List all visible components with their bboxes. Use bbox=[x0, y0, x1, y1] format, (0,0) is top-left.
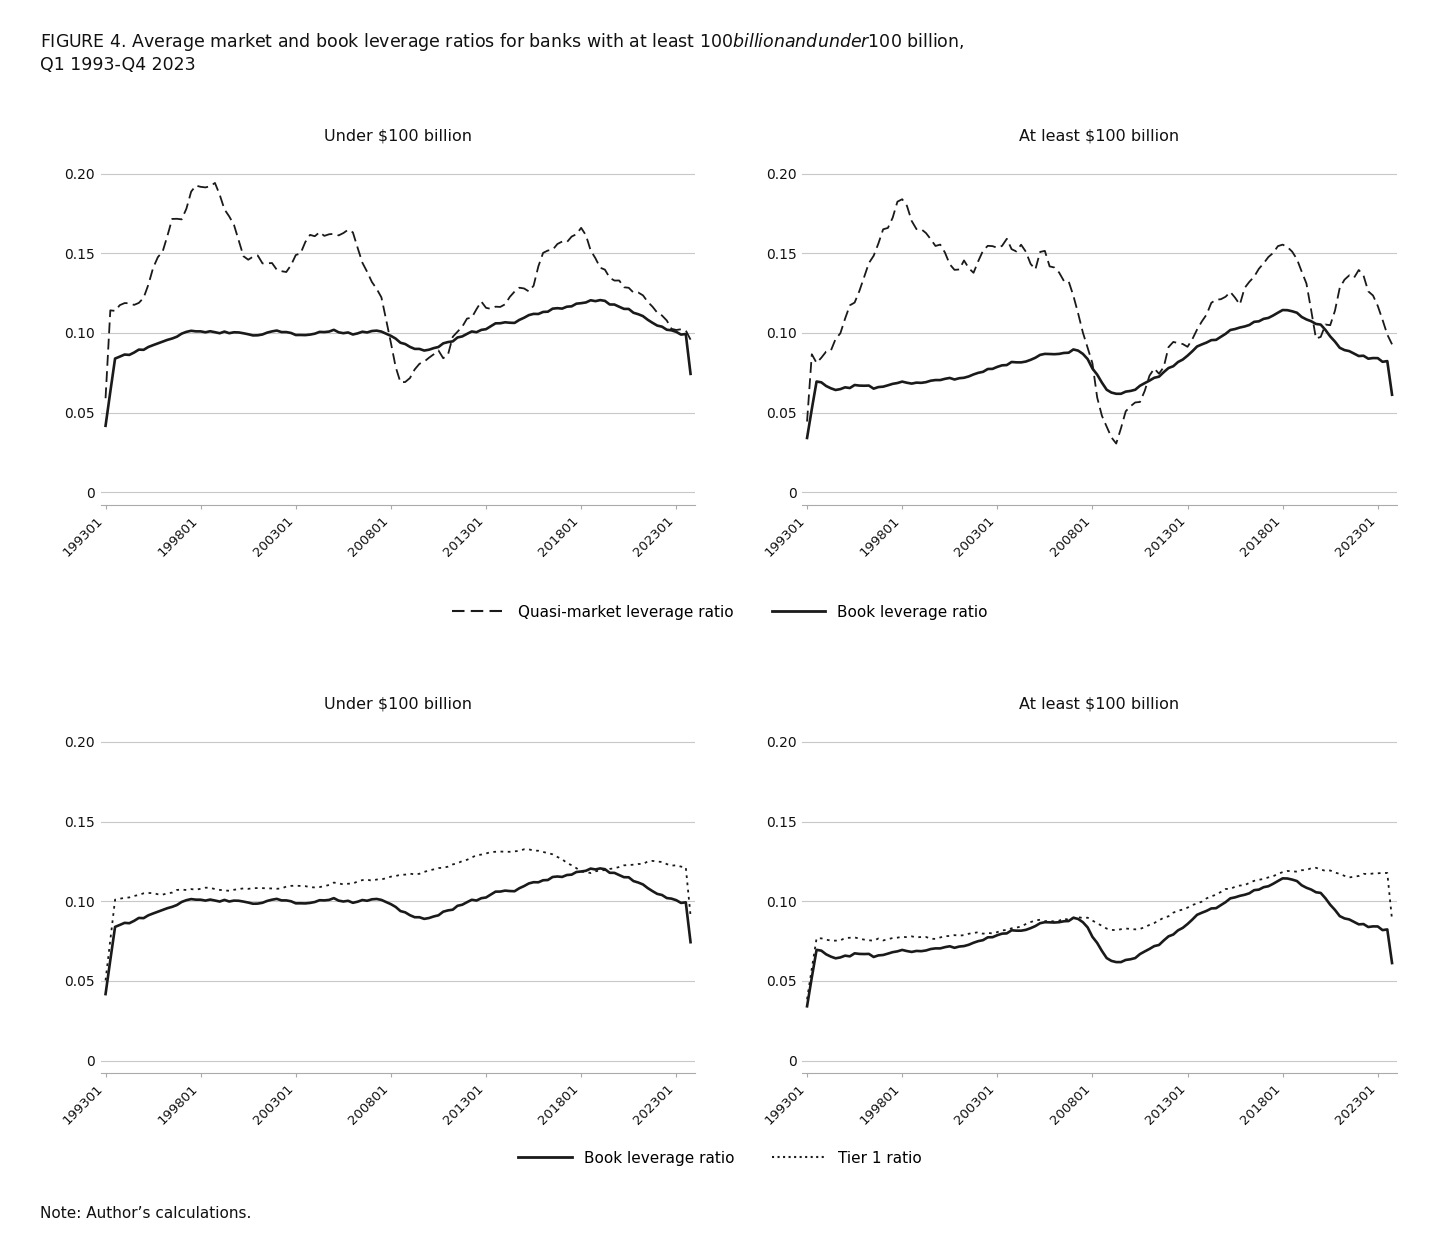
Title: Under $100 billion: Under $100 billion bbox=[324, 696, 472, 711]
Legend: Quasi-market leverage ratio, Book leverage ratio: Quasi-market leverage ratio, Book levera… bbox=[446, 599, 994, 626]
Title: Under $100 billion: Under $100 billion bbox=[324, 129, 472, 144]
Text: Note: Author’s calculations.: Note: Author’s calculations. bbox=[40, 1206, 252, 1221]
Text: FIGURE 4. Average market and book leverage ratios for banks with at least $100 b: FIGURE 4. Average market and book levera… bbox=[40, 31, 965, 74]
Legend: Book leverage ratio, Tier 1 ratio: Book leverage ratio, Tier 1 ratio bbox=[513, 1144, 927, 1172]
Title: At least $100 billion: At least $100 billion bbox=[1020, 129, 1179, 144]
Title: At least $100 billion: At least $100 billion bbox=[1020, 696, 1179, 711]
